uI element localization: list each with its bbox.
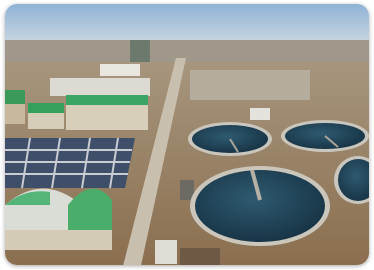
distant-building xyxy=(130,40,150,62)
page xyxy=(0,0,374,270)
solar-panels xyxy=(5,138,135,188)
aerial-photo xyxy=(5,4,374,270)
horizon-haze xyxy=(5,40,369,62)
greenhouses xyxy=(5,189,112,250)
photo-frame xyxy=(0,0,374,270)
